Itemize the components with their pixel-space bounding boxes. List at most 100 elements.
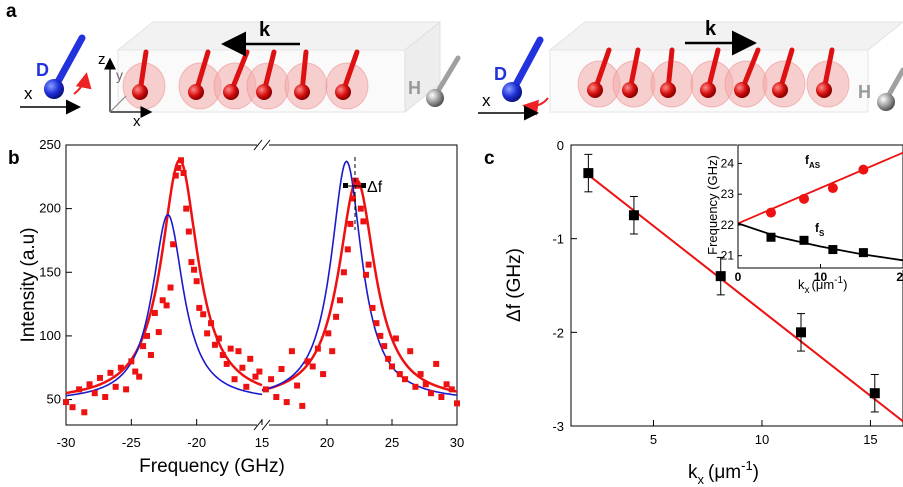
data-point-b (262, 386, 269, 393)
data-point-b (188, 259, 195, 266)
legend-fs-f: f (815, 221, 820, 235)
data-point-b (333, 313, 340, 320)
fit-curves-b (65, 158, 458, 397)
ytick-label-inset: 22 (721, 218, 735, 232)
spins-right (587, 47, 835, 98)
data-point-b (352, 177, 359, 184)
data-point-b (215, 335, 222, 342)
data-point-b (191, 266, 198, 273)
data-point-b (208, 320, 215, 327)
data-point-inset-fas (766, 207, 776, 218)
xtick-label-inset: 0 (735, 270, 742, 284)
data-point-c (715, 271, 726, 282)
legend-fs-sub: S (819, 229, 825, 238)
left-spin-ball (188, 84, 204, 100)
xtick-label-b: -20 (187, 435, 206, 450)
data-point-b (373, 320, 380, 327)
ytick-label-c: -1 (552, 232, 564, 247)
data-point-b (304, 358, 311, 365)
data-point-b (365, 261, 372, 268)
data-point-b (177, 157, 184, 164)
data-point-b (107, 369, 114, 376)
data-point-b (369, 304, 376, 311)
data-point-inset-fs (799, 235, 809, 245)
fit-curve-b (65, 158, 263, 395)
inset-x-label-sup: -1 (834, 275, 843, 286)
xtick-label-inset: 10 (814, 270, 828, 284)
dm-spin-right (502, 36, 549, 116)
xtick-label-c: 5 (650, 432, 657, 447)
data-point-b (344, 246, 351, 253)
data-point-b (273, 394, 280, 400)
right-spin-ball (700, 82, 716, 98)
data-points-b (63, 157, 460, 416)
data-point-b (219, 352, 226, 358)
ticks-c: 0 -1 -2 -3 5 10 15 (552, 138, 877, 447)
data-point-c (628, 210, 639, 221)
data-point-c (869, 388, 880, 399)
data-point-inset-fas (858, 164, 869, 175)
data-point-b (102, 394, 109, 400)
fit-line-inset (737, 151, 903, 225)
data-point-b (117, 364, 124, 371)
panel-c-dispersion: c 0-1-2-35 10 15 Δf (GHz) kx (μm-1) 2122232… (484, 138, 903, 487)
data-point-b (147, 352, 154, 358)
axis-x-label: x (133, 113, 141, 130)
data-point-b (140, 343, 147, 350)
spins-left (132, 49, 360, 100)
data-point-b (357, 205, 364, 212)
data-point-b (144, 332, 151, 339)
xtick-label-c: 10 (755, 432, 769, 447)
xtick-label-b: 25 (385, 435, 399, 450)
data-point-b (63, 399, 69, 406)
ytick-label-c: -3 (552, 419, 564, 434)
data-point-b (231, 376, 238, 383)
data-point-b (211, 341, 218, 348)
data-point-b (385, 355, 392, 362)
delta-f-annotation-b (343, 157, 366, 230)
legend-fas-f: f (805, 153, 810, 167)
right-spin-ball (622, 82, 638, 98)
data-point-b (454, 400, 460, 407)
ytick-label-b: 250 (39, 137, 61, 152)
data-point-b (252, 373, 259, 380)
data-point-b (417, 371, 424, 378)
data-point-c (796, 327, 807, 338)
fit-curve-b (261, 178, 458, 393)
panel-label-a: a (6, 1, 17, 22)
data-point-b (309, 363, 316, 370)
right-spin-ball (734, 82, 750, 98)
data-point-b (163, 302, 170, 309)
fit-line-c (587, 174, 903, 423)
ytick-label-c: -2 (552, 325, 564, 340)
data-point-b (69, 404, 76, 411)
data-point-b (320, 371, 327, 378)
data-point-inset-fs (766, 232, 776, 242)
axis-z-label: z (98, 51, 106, 68)
left-spin-ball (256, 84, 272, 100)
ytick-label-b: 200 (39, 201, 61, 216)
data-point-inset-fas (827, 183, 838, 194)
fit-curve-b (261, 160, 458, 396)
data-point-b (438, 394, 445, 400)
data-point-c (583, 168, 594, 179)
xtick-label-inset: 20 (896, 270, 903, 284)
x-axis-label-c: kx (μm-1) (688, 458, 759, 487)
data-point-b (112, 383, 119, 390)
xtick-label-b: 30 (450, 435, 464, 450)
ytick-label-inset: 23 (721, 187, 735, 201)
data-point-b (347, 220, 354, 227)
data-point-b (123, 386, 130, 393)
data-point-b (350, 195, 356, 202)
data-point-b (227, 345, 234, 352)
data-point-b (239, 364, 246, 371)
inset-x-label-unit: (μm (812, 277, 835, 292)
d-label-left: D (36, 60, 49, 80)
x-axis-label-c-unit: (μm (708, 462, 741, 483)
data-point-b (159, 297, 166, 304)
data-point-b (268, 376, 275, 383)
data-point-b (314, 345, 321, 352)
data-point-b (180, 170, 187, 176)
data-point-b (170, 241, 177, 248)
